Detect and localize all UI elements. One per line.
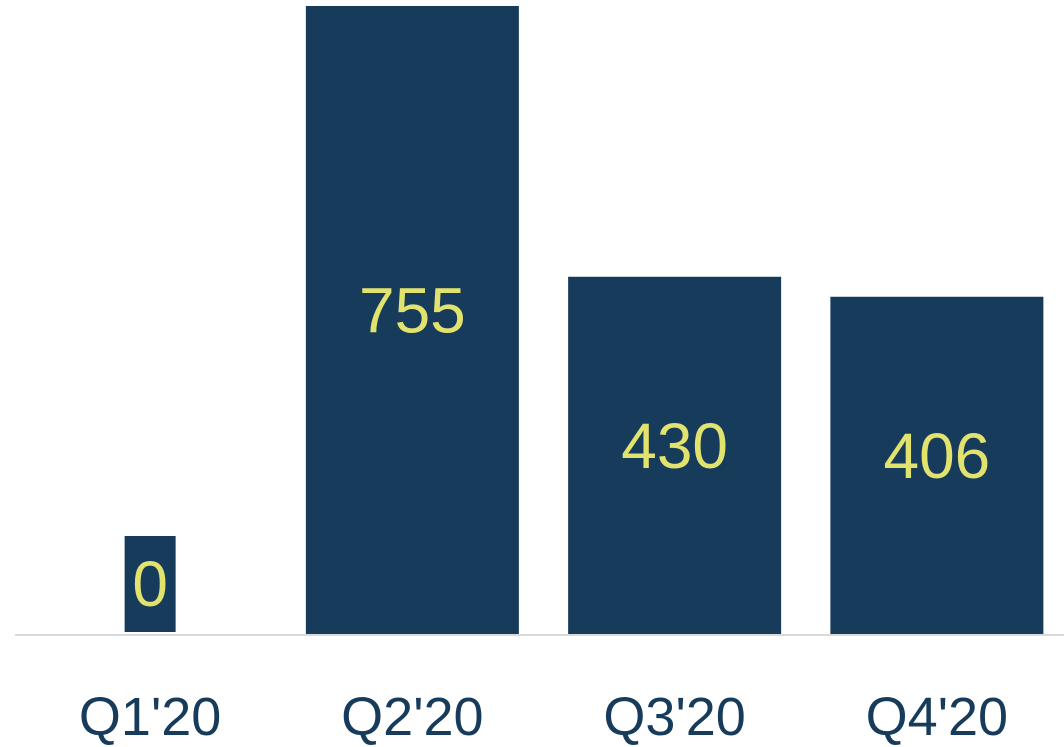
bar-value-label-3: 430 xyxy=(621,410,728,482)
bar-value-label-1: 0 xyxy=(132,548,168,620)
x-tick-label-3: Q3'20 xyxy=(603,687,745,747)
x-tick-label-2: Q2'20 xyxy=(341,687,483,747)
bar-value-label-2: 755 xyxy=(359,275,466,347)
bars-group xyxy=(125,6,1044,635)
bar-value-label-4: 406 xyxy=(883,420,990,492)
x-tick-label-1: Q1'20 xyxy=(79,687,221,747)
x-tick-labels-group: Q1'20 Q2'20 Q3'20 Q4'20 xyxy=(79,687,1008,747)
x-tick-label-4: Q4'20 xyxy=(866,687,1008,747)
